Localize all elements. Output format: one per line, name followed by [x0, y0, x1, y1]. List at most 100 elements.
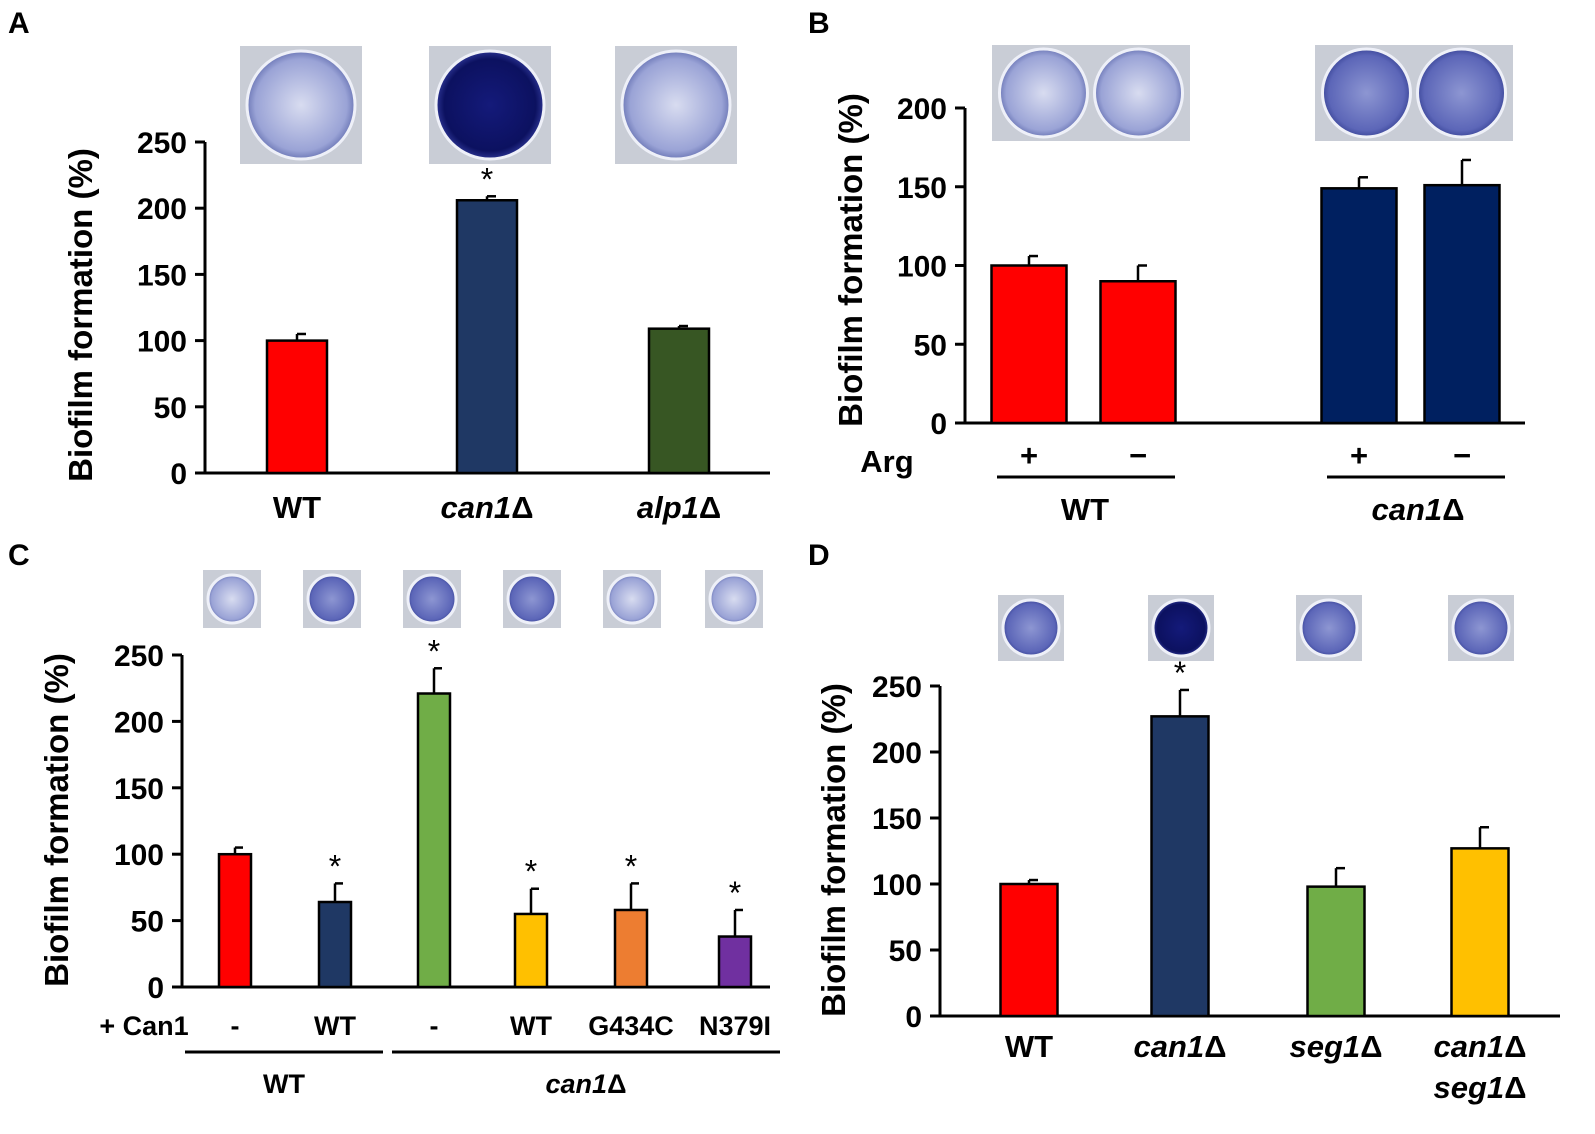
category-label-a-1: WT	[273, 490, 321, 525]
plate-image-b-1	[992, 45, 1190, 141]
error-bar-b-4	[1460, 158, 1471, 186]
bar-c-1	[217, 852, 253, 989]
y-axis-label-d: Biofilm formation (%)	[815, 683, 852, 1017]
y-tick-label-d-150: 150	[872, 803, 922, 836]
bar-d-3	[1306, 885, 1366, 1018]
bar-a-1	[265, 339, 329, 475]
group-label-b-1: WT	[1061, 492, 1109, 527]
error-bar-c-5	[629, 882, 639, 910]
panel-a: A 0 50 100 150 200 250 Biofilm formation (%) * WT…	[8, 7, 770, 525]
bar-d-1	[999, 882, 1059, 1018]
panel-letter-c: C	[8, 539, 30, 572]
bar-c-4	[513, 912, 549, 989]
category-label-d-1: WT	[1005, 1029, 1053, 1064]
y-tick-label-a-100: 100	[137, 326, 187, 359]
bar-a-3	[647, 327, 711, 475]
error-bar-b-2	[1136, 264, 1147, 282]
category-label-d-2: can1Δ	[1134, 1029, 1227, 1064]
panel-letter-a: A	[8, 7, 30, 40]
row-label-c: + Can1	[99, 1011, 188, 1041]
y-axis-label-c: Biofilm formation (%)	[38, 653, 75, 987]
plate-image-a-2	[429, 46, 551, 164]
error-bar-b-1	[1027, 254, 1038, 266]
panel-d: D 0 50 100 150 200 250 Biofilm formation (%) * WT…	[808, 539, 1560, 1105]
significance-marker-c-5: *	[625, 848, 637, 884]
category-label-b-4: −	[1453, 438, 1471, 473]
significance-marker-a-2: *	[481, 161, 493, 197]
category-label-c-6: N379I	[699, 1011, 771, 1041]
category-label-a-3: alp1Δ	[637, 490, 721, 525]
error-bar-b-3	[1357, 176, 1368, 189]
bar-d-4	[1450, 847, 1510, 1018]
y-tick-label-b-50: 50	[914, 329, 947, 362]
row-label-b: Arg	[860, 444, 913, 479]
bar-a-2	[455, 199, 519, 475]
group-label-c-1: WT	[263, 1069, 305, 1099]
plate-image-d-3	[1296, 595, 1362, 661]
category-label-c-3: -	[430, 1011, 439, 1041]
error-bar-c-4	[529, 887, 539, 914]
plate-image-c-1	[203, 570, 261, 628]
y-axis-label-a: Biofilm formation (%)	[62, 148, 99, 482]
error-bar-d-1	[1027, 878, 1038, 884]
significance-marker-c-3: *	[428, 633, 440, 669]
y-tick-label-b-0: 0	[930, 408, 947, 441]
plate-image-d-2	[1148, 595, 1214, 661]
bar-b-1	[990, 264, 1068, 425]
error-bar-c-6	[733, 908, 743, 937]
panel-letter-b: B	[808, 7, 830, 40]
category-label-d-4-line-2: seg1Δ	[1434, 1070, 1527, 1105]
bar-b-3	[1320, 187, 1398, 425]
plate-image-a-3	[615, 46, 737, 164]
significance-marker-c-4: *	[525, 854, 537, 890]
y-tick-label-c-150: 150	[114, 773, 164, 806]
plate-image-d-1	[998, 595, 1064, 661]
bar-c-5	[613, 908, 649, 989]
plate-image-a-1	[240, 46, 362, 164]
plate-image-d-4	[1448, 595, 1514, 661]
error-bar-a-3	[677, 324, 688, 329]
error-bar-a-2	[485, 195, 496, 201]
plate-images	[203, 45, 1514, 661]
bar-b-4	[1423, 183, 1501, 425]
plate-image-c-5	[603, 570, 661, 628]
y-tick-label-c-0: 0	[147, 972, 164, 1005]
y-tick-label-d-250: 250	[872, 671, 922, 704]
category-label-c-1: -	[231, 1011, 240, 1041]
plate-image-c-3	[403, 570, 461, 628]
bar-c-3	[416, 692, 452, 989]
error-bar-c-2	[333, 882, 343, 903]
panel-b: B 0 50 100 150 200 Biofilm formation (%) + − + − Ar…	[808, 7, 1525, 527]
category-label-d-3: seg1Δ	[1290, 1029, 1383, 1064]
y-tick-label-a-250: 250	[137, 127, 187, 160]
plate-image-c-6	[705, 570, 763, 628]
y-tick-label-d-50: 50	[889, 935, 922, 968]
panel-letter-d: D	[808, 539, 830, 572]
error-bar-d-3	[1334, 866, 1345, 887]
y-tick-label-a-50: 50	[154, 392, 187, 425]
category-label-c-4: WT	[510, 1011, 552, 1041]
error-bar-d-2	[1178, 688, 1189, 717]
plate-image-b-2	[1315, 45, 1513, 141]
error-bar-d-4	[1478, 825, 1489, 849]
category-label-a-2: can1Δ	[441, 490, 534, 525]
group-label-b-2: can1Δ	[1372, 492, 1465, 527]
y-tick-label-a-0: 0	[170, 458, 187, 491]
y-tick-label-c-50: 50	[131, 906, 164, 939]
error-bar-c-3	[432, 667, 442, 694]
category-label-b-1: +	[1020, 438, 1038, 473]
y-tick-label-d-0: 0	[905, 1001, 922, 1034]
y-tick-label-a-200: 200	[137, 193, 187, 226]
category-label-c-5: G434C	[588, 1011, 674, 1041]
group-label-c-2: can1Δ	[546, 1069, 627, 1099]
significance-marker-d-2: *	[1174, 655, 1186, 691]
category-label-d-4-line-1: can1Δ	[1434, 1029, 1527, 1064]
y-tick-label-d-100: 100	[872, 869, 922, 902]
y-tick-label-d-200: 200	[872, 737, 922, 770]
bar-c-2	[317, 900, 353, 989]
error-bar-c-1	[233, 846, 243, 855]
category-label-b-3: +	[1350, 438, 1368, 473]
plate-image-c-4	[503, 570, 561, 628]
panel-c: C 0 50 100 150 200 250 Biofilm formation (%) * * *…	[8, 539, 780, 1099]
